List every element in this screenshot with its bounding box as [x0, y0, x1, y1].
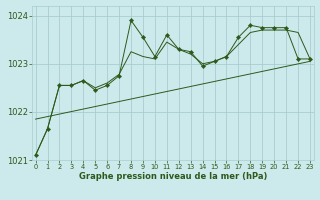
X-axis label: Graphe pression niveau de la mer (hPa): Graphe pression niveau de la mer (hPa)	[79, 172, 267, 181]
